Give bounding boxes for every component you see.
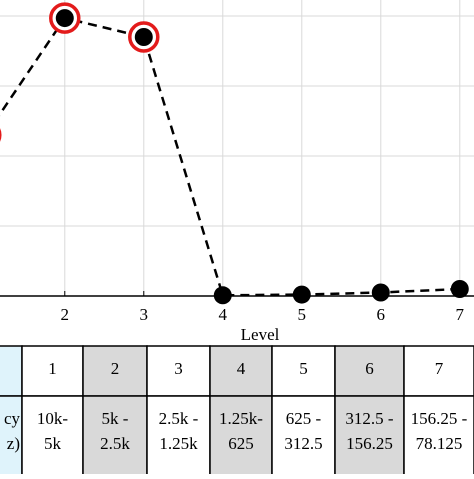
level-number: 6 bbox=[365, 359, 374, 378]
data-point bbox=[213, 286, 232, 305]
frequency-range: 10k- bbox=[37, 409, 69, 428]
frequency-range: 625 bbox=[228, 434, 254, 453]
frequency-range: 5k bbox=[44, 434, 62, 453]
table-cell bbox=[21, 395, 84, 477]
frequency-range: 156.25 bbox=[346, 434, 393, 453]
x-tick-label: 4 bbox=[219, 305, 228, 324]
data-point bbox=[134, 28, 153, 46]
frequency-range: 625 - bbox=[286, 409, 322, 428]
frequency-range: 1.25k bbox=[159, 434, 198, 453]
level-number: 1 bbox=[48, 359, 57, 378]
table-cell bbox=[334, 395, 405, 477]
table-label-cell bbox=[0, 345, 23, 397]
x-tick-label: 2 bbox=[61, 305, 70, 324]
frequency-range: 1.25k- bbox=[219, 409, 263, 428]
x-tick-label: 3 bbox=[140, 305, 149, 324]
data-point bbox=[55, 9, 74, 28]
frequency-range: 156.25 - bbox=[411, 409, 468, 428]
frequency-range: 2.5k bbox=[100, 434, 130, 453]
data-line bbox=[0, 16, 460, 297]
table-cell bbox=[334, 345, 405, 397]
table-cell bbox=[403, 345, 474, 397]
x-axis-label: Level bbox=[241, 325, 280, 344]
x-tick-label: 5 bbox=[298, 305, 307, 324]
data-point bbox=[292, 285, 311, 304]
table-cell bbox=[271, 395, 336, 477]
data-point bbox=[371, 283, 390, 302]
frequency-range: 312.5 bbox=[284, 434, 322, 453]
x-tick-label: 7 bbox=[456, 305, 465, 324]
level-number: 3 bbox=[174, 359, 183, 378]
table-cell bbox=[209, 395, 273, 477]
table-cell bbox=[403, 395, 474, 477]
frequency-range: 5k - bbox=[102, 409, 129, 428]
frequency-range: 312.5 - bbox=[345, 409, 394, 428]
table-cell bbox=[82, 395, 148, 477]
row-label: z) bbox=[7, 434, 20, 453]
x-tick-label: 6 bbox=[377, 305, 386, 324]
level-number: 7 bbox=[435, 359, 444, 378]
frequency-range: 2.5k - bbox=[159, 409, 199, 428]
row-label: cy bbox=[4, 409, 21, 428]
level-number: 2 bbox=[111, 359, 120, 378]
table-cell bbox=[146, 395, 211, 477]
level-number: 4 bbox=[237, 359, 246, 378]
data-point bbox=[450, 280, 469, 298]
level-number: 5 bbox=[299, 359, 308, 378]
frequency-range: 78.125 bbox=[416, 434, 463, 453]
